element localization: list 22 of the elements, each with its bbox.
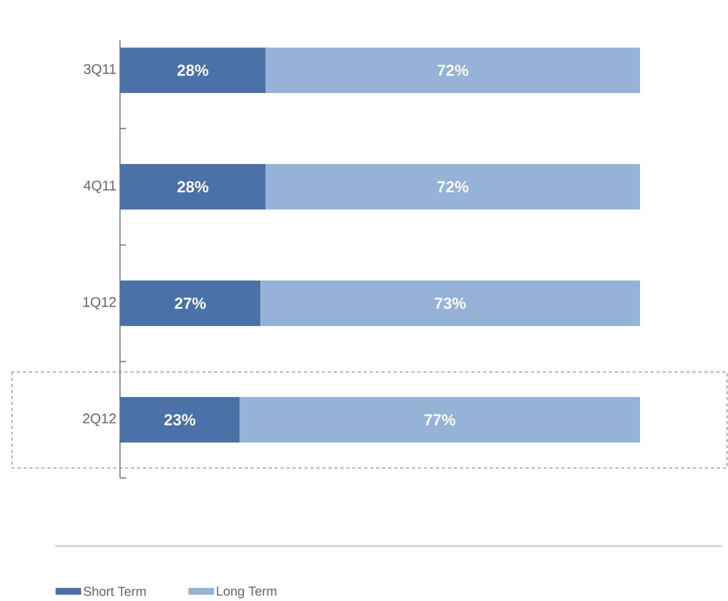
bar xyxy=(120,280,260,326)
data-label: 28% xyxy=(177,64,208,76)
bar xyxy=(240,396,640,442)
bar xyxy=(120,47,266,93)
data-label: 27% xyxy=(174,298,206,309)
legend-label: Short Term xyxy=(84,586,146,596)
data-label: 28% xyxy=(177,180,208,192)
data-label: 72% xyxy=(438,181,468,192)
bar xyxy=(266,164,640,210)
y-tick-label: 4Q11 xyxy=(84,180,116,193)
legend-label: Long Term xyxy=(216,586,276,598)
bar xyxy=(120,164,266,210)
data-label: 77% xyxy=(424,414,456,426)
bar xyxy=(260,280,640,326)
bar xyxy=(266,47,640,93)
data-label: 23% xyxy=(164,414,196,426)
y-tick-label: 1Q12 xyxy=(83,296,116,310)
bar xyxy=(120,396,240,442)
y-tick-label: 3Q11 xyxy=(84,64,116,76)
data-label: 72% xyxy=(438,64,468,76)
data-label: 73% xyxy=(434,297,466,309)
y-tick-label: 2Q12 xyxy=(83,413,116,426)
